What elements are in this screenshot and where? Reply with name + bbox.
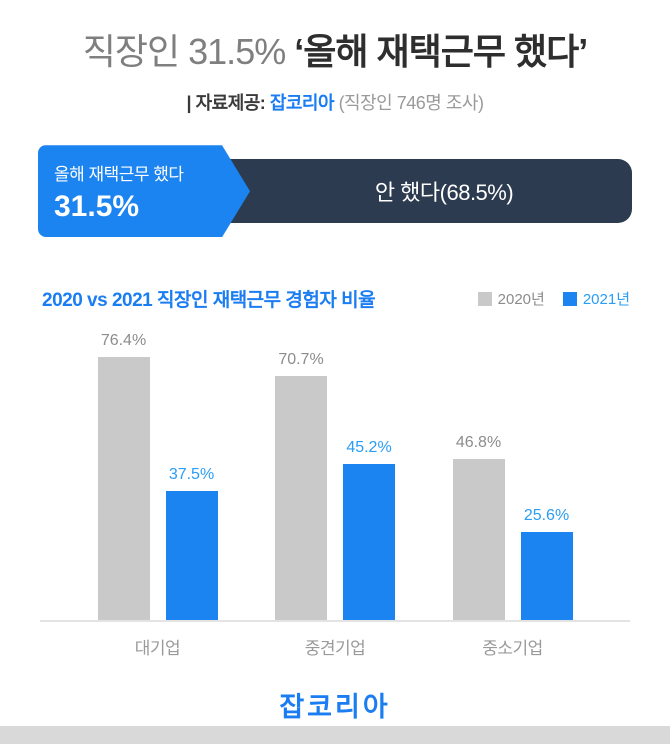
bar-value-label: 25.6% — [523, 506, 570, 524]
bar-wrap: 45.2% — [343, 439, 395, 621]
footer: 잡코리아 — [0, 685, 670, 724]
page-title: 직장인 31.5% ‘올해 재택근무 했다’ — [0, 30, 670, 73]
source-note: (직장인 746명 조사) — [334, 93, 484, 114]
legend-label: 2020년 — [497, 291, 545, 309]
title-strong-part: ‘올해 재택근무 했다’ — [294, 31, 588, 72]
bottom-bar — [0, 726, 670, 744]
bar-value-label: 76.4% — [100, 331, 147, 349]
bar-group: 46.8% 25.6% — [452, 433, 573, 621]
no-answer-label: 안 했다(68.5%) — [374, 180, 514, 206]
bar-2020년-중소기업 — [452, 458, 505, 621]
yes-answer-segment: 올해 재택근무 했다 31.5% — [38, 145, 250, 237]
bar-value-label: 37.5% — [168, 465, 215, 483]
yes-answer-value: 31.5% — [54, 190, 140, 224]
bar-value-label: 70.7% — [278, 351, 324, 369]
bar-value-label: 46.8% — [455, 433, 502, 451]
bar-wrap: 70.7% — [275, 351, 327, 621]
bar-group: 76.4% 37.5% — [97, 331, 218, 621]
category-label: 중견기업 — [304, 639, 366, 659]
source-prefix: | 자료제공: — [186, 93, 270, 114]
title-light-part: 직장인 31.5% — [82, 31, 295, 72]
category-label: 대기업 — [134, 639, 181, 659]
category-label: 중소기업 — [482, 639, 543, 659]
bar-2021년-대기업 — [165, 490, 218, 621]
chart-title: 2020 vs 2021 직장인 재택근무 경험자 비율 — [42, 290, 376, 312]
brand-logo: 잡코리아 — [279, 692, 391, 723]
yes-answer-label: 올해 재택근무 했다 — [54, 165, 184, 185]
bar-wrap: 76.4% — [97, 331, 150, 621]
legend-item: 2021년 — [562, 288, 630, 309]
survey-result-banner: 안 했다(68.5%) 올해 재택근무 했다 31.5% — [38, 145, 632, 237]
legend-swatch — [562, 291, 577, 306]
legend-item: 2020년 — [477, 288, 545, 309]
category-axis: 대기업 중견기업 중소기업 — [40, 634, 630, 659]
bar-chart: 76.4% 37.5% 70.7% 45.2% 46.8% 25.6% 대기업 중견기업 중소… — [40, 326, 630, 659]
plot-area: 76.4% 37.5% 70.7% 45.2% 46.8% 25.6% — [40, 326, 630, 623]
chart-header: 2020 vs 2021 직장인 재택근무 경험자 비율 2020년 2021년 — [42, 285, 630, 312]
header: 직장인 31.5% ‘올해 재택근무 했다’ | 자료제공: 잡코리아 (직장인… — [0, 0, 670, 115]
legend-swatch — [477, 291, 492, 306]
source-name: 잡코리아 — [269, 93, 335, 114]
bar-2020년-대기업 — [97, 356, 150, 621]
bar-value-label: 45.2% — [346, 439, 392, 457]
bar-2021년-중견기업 — [343, 464, 395, 621]
source-line: | 자료제공: 잡코리아 (직장인 746명 조사) — [0, 89, 670, 115]
bar-2020년-중견기업 — [275, 376, 327, 621]
bar-group: 70.7% 45.2% — [275, 351, 395, 621]
bar-2021년-중소기업 — [520, 531, 573, 621]
bar-wrap: 46.8% — [452, 433, 505, 621]
bar-wrap: 25.6% — [520, 506, 573, 621]
chart-legend: 2020년 2021년 — [460, 288, 630, 309]
legend-label: 2021년 — [582, 291, 630, 309]
bar-wrap: 37.5% — [165, 465, 218, 621]
